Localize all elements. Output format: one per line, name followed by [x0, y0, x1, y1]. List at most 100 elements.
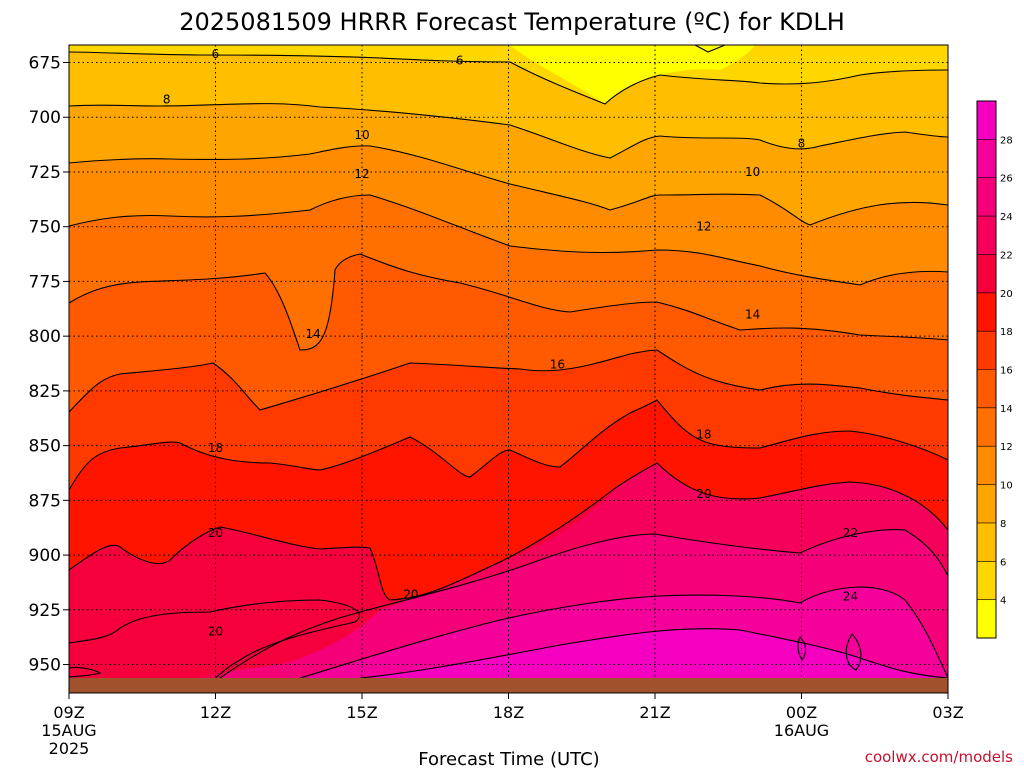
colorbar-tick-label: 4	[1000, 596, 1006, 607]
colorbar-segment	[977, 254, 996, 294]
contour-label: 6	[456, 53, 464, 67]
contour-label: 20	[403, 587, 418, 601]
colorbar-segment	[977, 446, 996, 486]
colorbar-segment	[977, 561, 996, 601]
contour-line-14	[68, 253, 949, 351]
colorbar-segment	[977, 101, 996, 140]
contour-label: 10	[745, 165, 760, 179]
colorbar-tick-label: 28	[1000, 135, 1013, 146]
contour-label: 6	[212, 47, 220, 61]
colorbar: 4 6 8 10 12 14 16 18 20 22 24 26 28	[976, 100, 1013, 639]
x-tick-label: 18Z	[493, 703, 524, 722]
band-2	[510, 45, 755, 104]
contour-line-18	[68, 399, 949, 491]
contour-label: 16	[550, 358, 565, 372]
y-axis: 675 700 725 750 775 800 825 850 875 900 925 950	[29, 54, 69, 676]
y-tick-label: 875	[29, 491, 61, 511]
contour-label: 20	[696, 487, 711, 501]
y-tick-label: 925	[29, 601, 61, 621]
y-tick-label: 800	[29, 327, 61, 347]
contour-label: 18	[208, 441, 223, 455]
x-tick-line: 21Z	[639, 703, 670, 722]
contour-line-20b	[68, 599, 360, 679]
contour-line-10	[68, 145, 949, 226]
contour-line-26	[359, 628, 949, 679]
contour-label: 10	[354, 128, 369, 142]
x-tick-label: 00Z 16AUG	[774, 703, 829, 740]
contour-label: 8	[163, 93, 171, 107]
contour-labels: 6 6 8 8 10 10 12 12 14 14 16 18 18 20 20 20 20 22 24	[163, 47, 858, 639]
contour-line-6b	[694, 44, 726, 53]
contour-line-24	[299, 586, 949, 679]
colorbar-segment	[977, 522, 996, 562]
x-tick-line: 12Z	[200, 703, 231, 722]
contour-label: 22	[843, 526, 858, 540]
colorbar-tick-label: 12	[1000, 442, 1013, 453]
colorbar-segment	[977, 139, 996, 179]
colorbar-tick-label: 10	[1000, 481, 1013, 492]
x-tick-line: 09Z	[53, 703, 84, 722]
contour-line-16	[68, 349, 949, 413]
colorbar-tick-label: 22	[1000, 250, 1013, 261]
contour-line-8	[68, 103, 949, 159]
contour-line-6	[68, 51, 949, 105]
y-tick-label: 700	[29, 108, 61, 128]
contour-label: 20	[208, 526, 223, 540]
x-tick-line: 15Z	[346, 703, 377, 722]
colorbar-segment	[977, 292, 996, 332]
colorbar-tick-label: 26	[1000, 174, 1013, 185]
contour-lines	[68, 44, 949, 679]
x-tick-label: 15Z	[346, 703, 377, 722]
y-tick-label: 750	[29, 218, 61, 238]
y-tick-label: 850	[29, 437, 61, 457]
contour-line-20c	[68, 666, 102, 678]
contour-label: 12	[696, 220, 711, 234]
colorbar-segment	[977, 407, 996, 447]
contour-line-20	[68, 462, 949, 601]
colorbar-segment	[977, 369, 996, 409]
colorbar-segment	[977, 599, 996, 639]
contour-label: 12	[354, 167, 369, 181]
colorbar-segment	[977, 177, 996, 217]
x-tick-label: 09Z 15AUG 2025	[41, 703, 96, 758]
contour-label: 20	[208, 625, 223, 639]
contour-line-22	[219, 529, 949, 679]
credit-link[interactable]: coolwx.com/models	[865, 748, 1013, 766]
x-tick-line: 2025	[49, 739, 90, 758]
colorbar-tick-label: 14	[1000, 404, 1013, 415]
colorbar-tick-label: 24	[1000, 212, 1013, 223]
x-tick-line: 00Z	[786, 703, 817, 722]
x-tick-line: 18Z	[493, 703, 524, 722]
chart-title: 2025081509 HRRR Forecast Temperature (ºC…	[179, 8, 845, 36]
colorbar-tick-label: 8	[1000, 519, 1006, 530]
x-axis: 09Z 15AUG 2025 12Z 15Z 18Z 21Z 00Z 16AUG 03Z	[41, 693, 964, 758]
x-tick-label: 03Z	[932, 703, 963, 722]
contour-label: 18	[696, 428, 711, 442]
colorbar-tick-label: 20	[1000, 289, 1013, 300]
x-tick-label: 21Z	[639, 703, 670, 722]
contour-line-26c	[845, 633, 862, 671]
colorbar-tick-label: 16	[1000, 366, 1013, 377]
colorbar-segment	[977, 216, 996, 255]
colorbar-segment	[977, 484, 996, 524]
colorbar-tick-label: 18	[1000, 327, 1013, 338]
ground	[69, 678, 948, 693]
plot-area: 6 6 8 8 10 10 12 12 14 14 16 18 18 20 20 20 20 22 24	[68, 44, 949, 694]
x-tick-line: 03Z	[932, 703, 963, 722]
x-axis-label: Forecast Time (UTC)	[418, 749, 599, 768]
colorbar-tick-label: 6	[1000, 557, 1006, 568]
x-tick-label: 12Z	[200, 703, 231, 722]
contour-line-12	[68, 194, 949, 286]
y-tick-label: 950	[29, 656, 61, 676]
y-tick-label: 900	[29, 546, 61, 566]
y-tick-label: 825	[29, 382, 61, 402]
contour-label: 14	[745, 307, 760, 321]
contour-label: 24	[843, 590, 858, 604]
colorbar-segment	[977, 331, 996, 370]
y-tick-label: 725	[29, 163, 61, 183]
x-tick-line: 16AUG	[774, 721, 829, 740]
contour-label: 8	[798, 137, 806, 151]
y-tick-label: 675	[29, 54, 61, 74]
contour-line-26b	[797, 636, 807, 661]
